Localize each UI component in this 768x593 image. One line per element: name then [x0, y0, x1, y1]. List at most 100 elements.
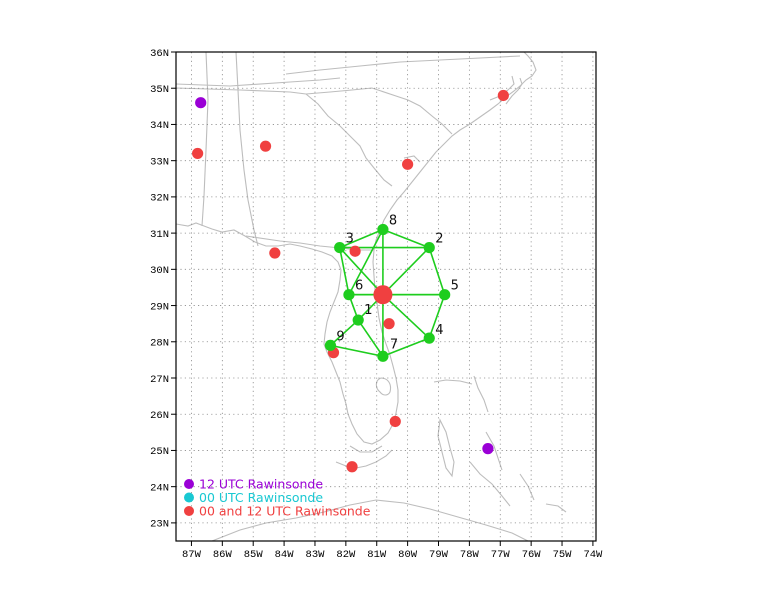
- rawinsonde-12utc-marker: [195, 97, 207, 109]
- network-site-3: [334, 242, 346, 254]
- lake-okeechobee: [375, 377, 392, 396]
- y-tick-label: 30N: [150, 265, 169, 277]
- x-tick-label: 84W: [275, 549, 295, 561]
- legend-marker-12utc: [184, 479, 194, 489]
- network-site-4: [423, 332, 435, 344]
- network-link: [330, 344, 384, 358]
- network-link: [339, 228, 384, 249]
- rawinsonde-sites: [192, 89, 509, 473]
- rawinsonde-both-marker: [383, 318, 395, 330]
- atlantic-coast: [373, 52, 537, 251]
- network-site-1: [352, 314, 364, 326]
- site-label-1: 1: [364, 303, 372, 318]
- x-tick-label: 77W: [491, 549, 511, 561]
- bahamas-abaco: [473, 375, 489, 413]
- site-labels: 1 2 3 4 5 6 7 8 9: [336, 213, 459, 352]
- rawinsonde-both-marker: [497, 89, 509, 102]
- network-link: [428, 247, 446, 295]
- y-tick-label: 36N: [150, 48, 169, 60]
- va-nc-border: [285, 55, 521, 75]
- site-label-6: 6: [355, 279, 363, 294]
- network-sites: [324, 223, 451, 362]
- network-link: [382, 247, 430, 296]
- legend-label-both: 00 and 12 UTC Rawinsonde: [199, 504, 371, 519]
- network-link: [338, 247, 350, 295]
- bahamas-exuma: [469, 461, 511, 507]
- site-label-3: 3: [346, 232, 354, 247]
- y-tick-label: 29N: [150, 301, 169, 313]
- y-tick-label: 26N: [150, 410, 169, 422]
- x-tick-label: 78W: [460, 549, 480, 561]
- x-tick-label: 87W: [182, 549, 202, 561]
- x-tick-label: 75W: [553, 549, 573, 561]
- legend-label-00utc: 00 UTC Rawinsonde: [199, 490, 323, 505]
- legend-marker-00utc: [184, 492, 194, 503]
- nc-sc-border: [305, 87, 453, 135]
- network-center-marker: [373, 285, 393, 305]
- rawinsonde-12utc-marker: [482, 443, 494, 455]
- network-link: [382, 228, 430, 249]
- rawinsonde-both-marker: [192, 147, 204, 160]
- site-label-8: 8: [389, 213, 397, 228]
- network-site-2: [423, 242, 435, 254]
- network-link: [382, 294, 430, 339]
- gulf-coast: [176, 222, 399, 445]
- site-label-5: 5: [451, 279, 459, 294]
- network-site-6: [343, 289, 355, 301]
- y-tick-label: 34N: [150, 120, 169, 132]
- x-tick-label: 81W: [367, 549, 387, 561]
- x-tick-label: 74W: [583, 549, 603, 561]
- network-site-7: [377, 350, 389, 362]
- x-tick-label: 79W: [429, 549, 449, 561]
- network-link: [428, 294, 446, 339]
- site-label-7: 7: [390, 337, 398, 352]
- x-tick-label: 82W: [336, 549, 356, 561]
- map-frame: [175, 51, 597, 542]
- rawinsonde-both-marker: [269, 247, 281, 259]
- bahamas-eleuthera: [485, 431, 503, 471]
- lake-marion: [403, 155, 421, 163]
- network-site-8: [377, 223, 389, 236]
- y-tick-label: 24N: [150, 482, 169, 494]
- y-tick-label: 27N: [150, 374, 169, 386]
- network-link: [382, 337, 430, 358]
- network-link: [329, 319, 359, 346]
- y-tick-label: 35N: [150, 84, 169, 96]
- network-link: [348, 229, 384, 296]
- network-site-9: [324, 339, 337, 351]
- coastline-layer: [176, 52, 567, 541]
- y-tick-label: 28N: [150, 338, 169, 350]
- cuba-north-coast: [211, 499, 529, 541]
- x-tick-label: 85W: [244, 549, 264, 561]
- y-axis-ticks: 23N 24N 25N 26N 27N 28N 29N 30N 31N 32N 33N 34N 35N 3…: [150, 48, 176, 531]
- rawinsonde-both-marker: [346, 461, 358, 473]
- x-tick-label: 86W: [213, 549, 233, 561]
- legend-label-12utc: 12 UTC Rawinsonde: [199, 477, 323, 492]
- pamlico-sound: [489, 75, 515, 101]
- rawinsonde-both-marker: [259, 140, 272, 152]
- site-label-2: 2: [435, 232, 443, 247]
- y-tick-label: 31N: [150, 229, 169, 241]
- site-label-9: 9: [336, 329, 344, 344]
- rawinsonde-both-marker: [349, 245, 361, 257]
- legend-marker-both: [184, 506, 194, 516]
- tn-north-border: [176, 77, 341, 87]
- x-axis-ticks: 87W 86W 85W 84W 83W 82W 81W 80W 79W 78W 77W 76W 75W 7…: [182, 541, 603, 561]
- x-tick-label: 76W: [522, 549, 542, 561]
- x-tick-label: 80W: [398, 549, 418, 561]
- network-site-5: [439, 289, 451, 301]
- y-tick-label: 33N: [150, 156, 169, 168]
- site-label-4: 4: [435, 323, 443, 338]
- rawinsonde-both-marker: [402, 158, 414, 170]
- ms-al-border: [201, 52, 209, 227]
- ga-sc-border: [305, 93, 393, 187]
- rawinsonde-both-marker: [389, 415, 401, 428]
- legend: 12 UTC Rawinsonde 00 UTC Rawinsonde 00 a…: [184, 477, 371, 519]
- y-tick-label: 32N: [150, 193, 169, 205]
- y-tick-label: 25N: [150, 446, 169, 458]
- bahamas-andros: [437, 418, 455, 478]
- bahamas-grand-bahama: [433, 379, 473, 385]
- y-tick-label: 23N: [150, 519, 169, 531]
- network-link: [357, 319, 384, 357]
